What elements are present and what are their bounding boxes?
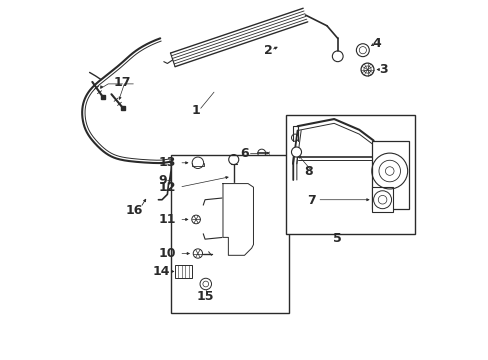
Text: 6: 6: [240, 147, 248, 159]
Text: 1: 1: [191, 104, 200, 117]
Text: 16: 16: [125, 204, 143, 217]
Text: 15: 15: [197, 290, 214, 303]
Bar: [174, 265, 191, 278]
Text: 7: 7: [306, 194, 315, 207]
Text: 14: 14: [152, 265, 170, 278]
Bar: [171, 155, 289, 313]
Bar: [371, 140, 408, 209]
Polygon shape: [223, 184, 253, 255]
Text: 13: 13: [158, 156, 175, 169]
Text: 3: 3: [378, 63, 387, 76]
Text: 9: 9: [158, 174, 166, 186]
Text: 17: 17: [114, 76, 131, 89]
Text: 5: 5: [333, 232, 342, 245]
Text: 8: 8: [304, 165, 313, 178]
Bar: [371, 187, 392, 212]
Text: 12: 12: [158, 181, 175, 194]
Text: 4: 4: [372, 36, 381, 50]
Text: 2: 2: [264, 44, 272, 57]
Circle shape: [291, 147, 301, 157]
Bar: [285, 116, 414, 234]
Text: 10: 10: [158, 247, 175, 260]
Text: 11: 11: [158, 213, 175, 226]
